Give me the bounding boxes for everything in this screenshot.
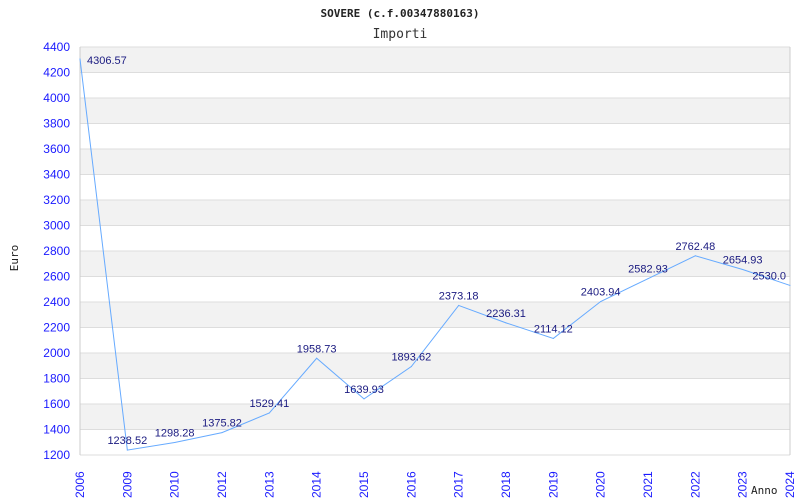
grid-band: [80, 72, 790, 98]
x-tick-label: 2010: [168, 471, 182, 498]
data-label: 2530.0: [752, 270, 786, 282]
data-label: 1238.52: [107, 435, 147, 447]
x-tick-label: 2020: [594, 471, 608, 498]
grid-band: [80, 47, 790, 73]
grid-band: [80, 149, 790, 175]
data-point: [174, 441, 176, 443]
data-label: 1958.73: [297, 343, 337, 355]
x-axis-label: Anno: [751, 484, 778, 497]
y-tick-label: 1800: [43, 372, 70, 386]
data-label: 1639.93: [344, 384, 384, 396]
data-point: [600, 300, 602, 302]
x-tick-label: 2013: [262, 471, 276, 498]
data-point: [742, 268, 744, 270]
data-point: [221, 432, 223, 434]
data-point: [79, 58, 81, 60]
y-axis-label: Euro: [8, 245, 21, 272]
data-label: 1529.41: [249, 398, 289, 410]
grid-band: [80, 123, 790, 149]
grid-band: [80, 174, 790, 200]
grid-band: [80, 429, 790, 455]
x-tick-label: 2016: [404, 471, 418, 498]
y-tick-label: 3200: [43, 193, 70, 207]
x-tick-label: 2012: [215, 471, 229, 498]
y-tick-label: 1200: [43, 448, 70, 462]
data-point: [647, 278, 649, 280]
data-point: [458, 304, 460, 306]
y-tick-label: 3800: [43, 117, 70, 131]
grid-band: [80, 225, 790, 251]
chart-title: SOVERE (c.f.00347880163): [321, 7, 480, 20]
x-tick-label: 2023: [736, 471, 750, 498]
data-point: [694, 255, 696, 257]
data-label: 4306.57: [87, 55, 127, 67]
data-point: [410, 366, 412, 368]
x-tick-label: 2019: [546, 471, 560, 498]
grid-band: [80, 276, 790, 302]
x-tick-label: 2017: [452, 471, 466, 498]
data-point: [316, 357, 318, 359]
data-label: 1298.28: [155, 427, 195, 439]
grid-band: [80, 200, 790, 226]
y-tick-label: 1600: [43, 397, 70, 411]
series-line: [79, 58, 791, 451]
grid-band: [80, 98, 790, 124]
x-tick-label: 2024: [783, 471, 797, 498]
grid-band: [80, 378, 790, 404]
y-tick-label: 2400: [43, 295, 70, 309]
data-point: [505, 322, 507, 324]
y-tick-label: 3600: [43, 142, 70, 156]
x-tick-label: 2009: [120, 471, 134, 498]
data-point: [268, 412, 270, 414]
y-tick-label: 3000: [43, 219, 70, 233]
y-tick-label: 4000: [43, 91, 70, 105]
grid-band: [80, 327, 790, 353]
grid-band: [80, 404, 790, 430]
x-tick-label: 2015: [357, 471, 371, 498]
data-point: [363, 398, 365, 400]
data-label: 2654.93: [723, 254, 763, 266]
data-label: 2582.93: [628, 264, 668, 276]
data-label: 2762.48: [675, 241, 715, 253]
data-label: 2373.18: [439, 290, 479, 302]
x-tick-label: 2018: [499, 471, 513, 498]
data-point: [789, 284, 791, 286]
x-tick-label: 2006: [73, 471, 87, 498]
data-label: 1375.82: [202, 418, 242, 430]
chart-subtitle: Importi: [373, 27, 428, 42]
grid-band: [80, 251, 790, 277]
data-point: [126, 449, 128, 451]
y-tick-label: 2600: [43, 270, 70, 284]
data-label: 1893.62: [391, 352, 431, 364]
y-tick-label: 2200: [43, 321, 70, 335]
y-tick-label: 2800: [43, 244, 70, 258]
y-tick-label: 3400: [43, 168, 70, 182]
x-tick-label: 2014: [310, 471, 324, 498]
grid-band: [80, 353, 790, 379]
y-tick-label: 4200: [43, 66, 70, 80]
y-tick-label: 1400: [43, 423, 70, 437]
grid-band: [80, 302, 790, 328]
data-label: 2236.31: [486, 308, 526, 320]
y-tick-label: 4400: [43, 40, 70, 54]
data-point: [552, 337, 554, 339]
x-tick-label: 2021: [641, 471, 655, 498]
y-tick-label: 2000: [43, 346, 70, 360]
data-label: 2114.12: [534, 323, 573, 335]
x-tick-label: 2022: [688, 471, 702, 498]
data-label: 2403.94: [581, 286, 621, 298]
